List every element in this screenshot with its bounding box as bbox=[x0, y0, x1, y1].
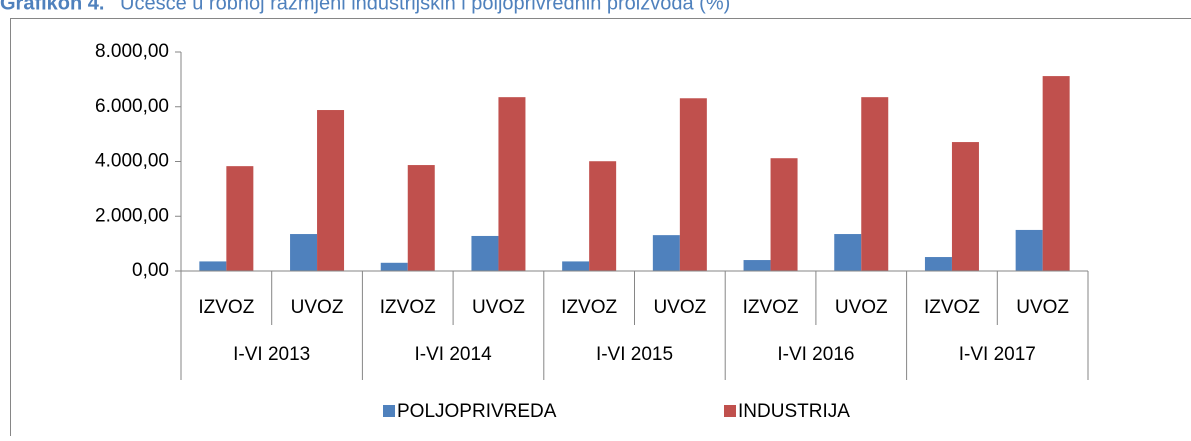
chart-title: Učešće u robnoj razmjeni industrijskih i… bbox=[120, 0, 730, 14]
chart-title-prefix: Grafikon 4. bbox=[0, 0, 104, 14]
bar bbox=[925, 257, 952, 271]
bar bbox=[471, 236, 498, 271]
x-tick-label: UVOZ bbox=[291, 297, 344, 318]
y-tick-label: 6.000,00 bbox=[95, 96, 169, 117]
legend-swatch bbox=[383, 405, 395, 417]
bar bbox=[317, 110, 344, 271]
x-tick-label: UVOZ bbox=[1016, 297, 1069, 318]
bar bbox=[680, 98, 707, 271]
bar bbox=[771, 158, 798, 271]
bar bbox=[408, 165, 435, 271]
bar bbox=[834, 234, 861, 271]
bar bbox=[1016, 230, 1043, 271]
x-tick-label: UVOZ bbox=[835, 297, 888, 318]
group-label: I-VI 2016 bbox=[777, 344, 854, 365]
legend-label: INDUSTRIJA bbox=[738, 401, 850, 422]
x-tick-label: IZVOZ bbox=[380, 297, 436, 318]
x-tick-label: IZVOZ bbox=[743, 297, 799, 318]
y-tick-label: 0,00 bbox=[132, 260, 169, 281]
x-tick-label: UVOZ bbox=[653, 297, 706, 318]
x-tick-label: IZVOZ bbox=[924, 297, 980, 318]
legend-swatch bbox=[724, 405, 736, 417]
x-tick-label: IZVOZ bbox=[561, 297, 617, 318]
bar bbox=[744, 260, 771, 271]
y-tick-label: 8.000,00 bbox=[95, 41, 169, 62]
y-tick-label: 2.000,00 bbox=[95, 205, 169, 226]
group-label: I-VI 2015 bbox=[596, 344, 673, 365]
group-label: I-VI 2013 bbox=[233, 344, 310, 365]
bar bbox=[498, 97, 525, 271]
bar bbox=[861, 97, 888, 271]
bar bbox=[290, 234, 317, 271]
bar bbox=[226, 166, 253, 271]
bar bbox=[1043, 76, 1070, 271]
bar bbox=[589, 161, 616, 271]
x-tick-label: UVOZ bbox=[472, 297, 525, 318]
bar bbox=[199, 261, 226, 271]
bar bbox=[562, 261, 589, 271]
legend-label: POLJOPRIVREDA bbox=[397, 401, 557, 422]
x-tick-label: IZVOZ bbox=[198, 297, 254, 318]
bar bbox=[952, 142, 979, 271]
bar bbox=[653, 235, 680, 271]
y-tick-label: 4.000,00 bbox=[95, 151, 169, 172]
group-label: I-VI 2017 bbox=[959, 344, 1036, 365]
bar bbox=[381, 263, 408, 271]
group-label: I-VI 2014 bbox=[415, 344, 493, 365]
